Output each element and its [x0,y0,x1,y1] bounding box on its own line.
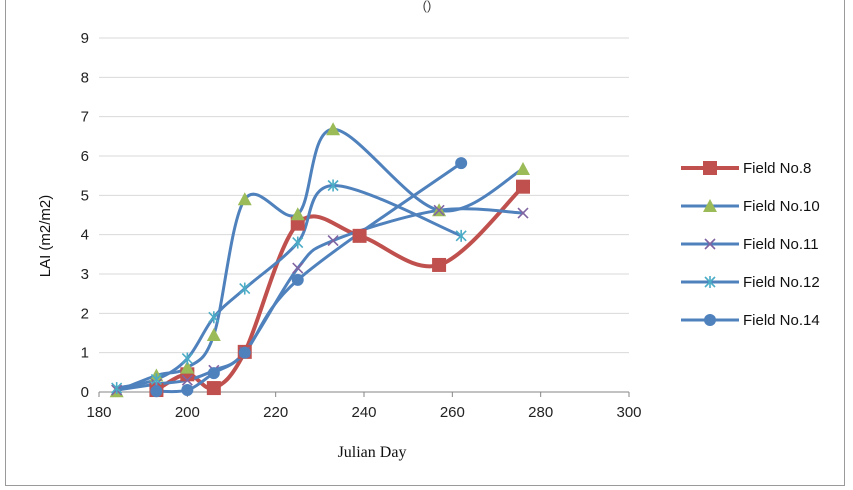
y-tick-label-2: 2 [81,305,89,322]
legend-marker-field-no-14 [704,314,716,326]
data-point-field-no-10-5 [290,207,305,221]
data-point-field-no-14-3 [238,346,251,359]
data-point-field-no-11-7 [433,204,445,216]
x-tick-label-280: 280 [528,404,553,421]
legend-label-field-no-10: Field No.10 [743,198,820,215]
data-point-field-no-14-2 [207,367,220,380]
y-tick-label-9: 9 [81,30,89,47]
x-tick-label-180: 180 [86,404,111,421]
x-tick-label-300: 300 [616,404,641,421]
data-point-field-no-14-0 [150,385,163,398]
x-axis-title: Julian Day [338,444,407,461]
x-tick-label-200: 200 [175,404,200,421]
data-point-field-no-11-8-stroke-b [517,207,529,219]
x-tick-label-220: 220 [263,404,288,421]
legend-label-field-no-11: Field No.11 [743,236,819,253]
y-tick-label-0: 0 [81,384,89,401]
data-point-field-no-12-0 [111,382,123,395]
data-point-field-no-11-2 [181,374,193,386]
y-tick-label-3: 3 [81,266,89,283]
data-point-field-no-12-7 [455,229,467,242]
data-point-field-no-11-6 [327,235,339,247]
data-point-field-no-8-5 [352,228,367,243]
x-tick-label-260: 260 [440,404,465,421]
data-point-field-no-11-5-stroke-b [292,262,304,274]
legend-marker-field-no-12 [704,276,716,288]
legend-marker-field-no-11 [704,238,716,250]
y-tick-label-8: 8 [81,69,89,86]
data-point-field-no-12-1 [150,373,162,386]
data-point-field-no-11-6-stroke-b [327,235,339,247]
data-point-field-no-12-6 [327,179,339,192]
y-tick-label-4: 4 [81,227,89,244]
legend-entry-field-no-11: Field No.11 [681,236,819,253]
y-tick-label-7: 7 [81,109,89,126]
legend-label-field-no-12: Field No.12 [743,274,820,291]
legend-label-field-no-8: Field No.8 [743,160,811,177]
legend-marker-field-no-11-stroke-b [704,238,716,250]
legend-entry-field-no-12: Field No.12 [681,274,820,291]
data-point-field-no-8-6 [432,257,447,272]
data-point-field-no-10-6 [326,122,341,136]
lai-line-chart: () 0 1 2 3 4 5 6 7 8 9 180 200 220 240 260 280 300 Field… [37,0,820,461]
data-point-field-no-10-3 [206,327,221,341]
data-point-field-no-12-4 [239,282,251,295]
data-point-field-no-10-4 [237,192,252,206]
chart-frame: () 0 1 2 3 4 5 6 7 8 9 180 200 220 240 260 280 300 Field… [5,0,845,486]
data-point-field-no-14-5 [455,157,468,170]
legend-marker-field-no-10 [703,199,717,212]
data-point-field-no-14-1 [181,384,194,397]
y-tick-label-5: 5 [81,187,89,204]
legend-entry-field-no-8: Field No.8 [681,160,811,177]
data-point-field-no-8-7 [516,179,530,194]
title-fragment: () [423,0,432,13]
legend-entry-field-no-10: Field No.10 [681,198,820,215]
data-point-field-no-12-3 [208,311,220,324]
data-point-field-no-10-2 [180,360,195,374]
data-point-field-no-11-7-stroke-b [433,204,445,216]
data-point-field-no-12-2 [181,352,193,365]
data-point-field-no-11-2-stroke-b [181,374,193,386]
x-tick-label-240: 240 [351,404,376,421]
series-line-field-no-10 [115,127,525,393]
data-point-field-no-14-4 [291,273,304,286]
data-point-field-no-10-8 [516,161,530,175]
legend-marker-field-no-8 [703,161,717,175]
series-line-field-no-8 [154,184,525,392]
data-point-field-no-12-5 [292,236,304,249]
data-point-field-no-11-5 [292,262,304,274]
legend-entry-field-no-14: Field No.14 [681,312,820,329]
y-axis-title: LAI (m2/m2) [37,195,54,278]
y-tick-label-1: 1 [81,345,89,362]
legend-label-field-no-14: Field No.14 [743,312,820,329]
y-tick-label-6: 6 [81,148,89,165]
data-point-field-no-11-8 [517,207,529,219]
data-point-field-no-8-2 [206,381,221,396]
